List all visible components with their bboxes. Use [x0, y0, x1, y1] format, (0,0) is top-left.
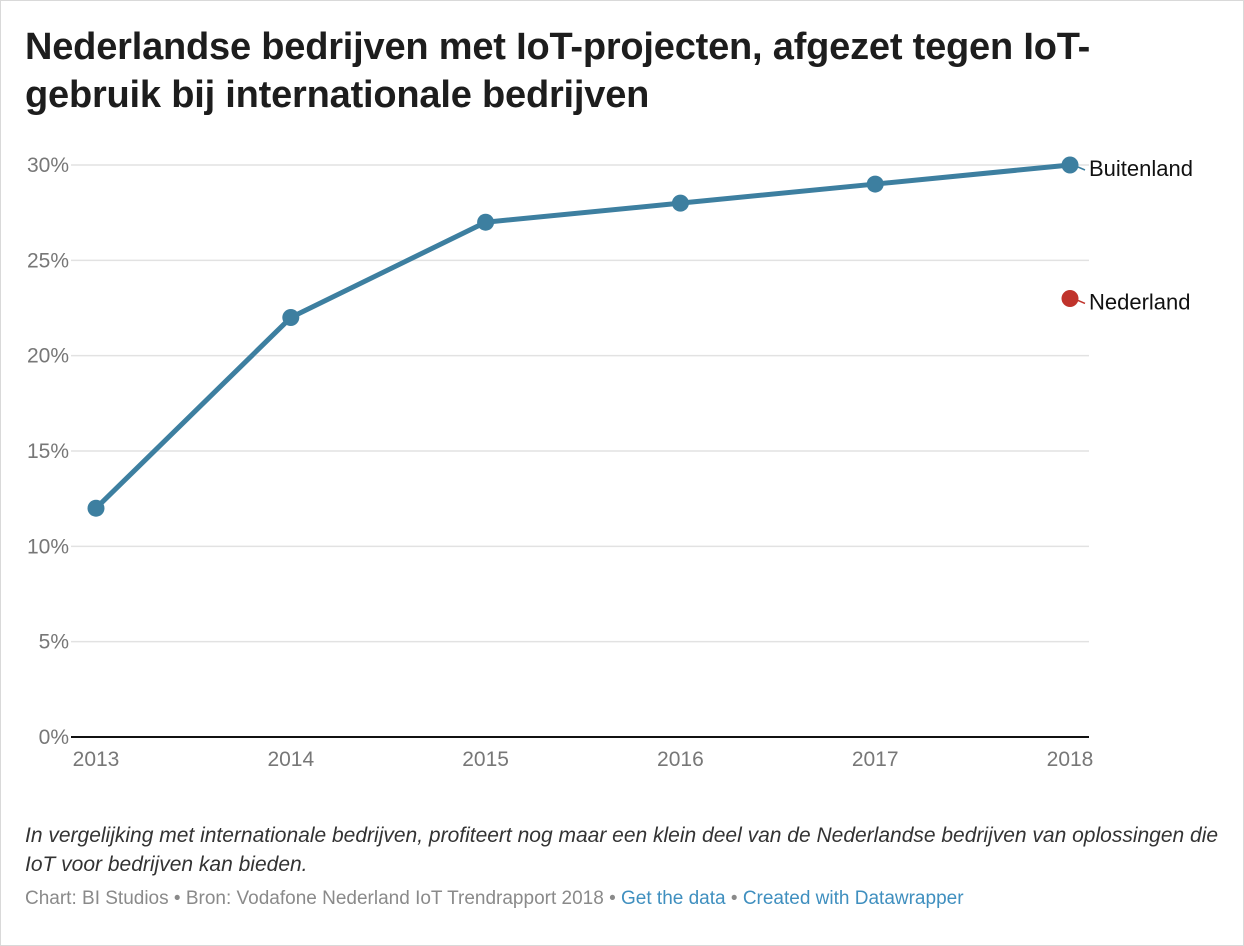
gridlines [71, 164, 1089, 738]
series-line [93, 162, 1073, 511]
chart-caption: In vergelijking met internationale bedri… [25, 824, 1219, 876]
series-label: Buitenland [1089, 156, 1193, 181]
data-point [1061, 156, 1079, 174]
y-tick-label: 15% [27, 440, 69, 463]
series-labels: Buitenland Nederland [1077, 156, 1193, 314]
y-tick-label: 5% [39, 631, 69, 654]
data-point [866, 175, 884, 193]
x-tick-label: 2015 [462, 748, 509, 771]
data-point [671, 194, 689, 212]
x-tick-label: 2018 [1047, 748, 1094, 771]
footer-source: Bron: Vodafone Nederland IoT Trendrappor… [185, 888, 604, 909]
x-tick-label: 2017 [852, 748, 899, 771]
y-tick-label: 30% [27, 154, 69, 177]
get-the-data-link[interactable]: Get the data [621, 888, 726, 909]
series-label-connector [1077, 166, 1086, 171]
line-chart: 0% 5% 10% 15% 20% 25% 30% 2013 2014 2015 2016 2017… [27, 154, 1193, 771]
data-point [282, 309, 300, 327]
series-layer [87, 156, 1079, 517]
data-point [87, 499, 105, 517]
chart-title: Nederlandse bedrijven met IoT-projecten,… [25, 26, 1091, 116]
footer-credit: Chart: BI Studios [25, 888, 169, 909]
y-tick-label: 0% [39, 726, 69, 749]
chart-footer: Chart: BI Studios • Bron: Vodafone Neder… [25, 888, 1225, 910]
x-tick-label: 2014 [267, 748, 314, 771]
y-axis-ticks: 0% 5% 10% 15% 20% 25% 30% [27, 154, 69, 749]
data-point [1061, 289, 1079, 307]
series-label: Nederland [1089, 289, 1191, 314]
series-label-connector [1077, 299, 1086, 305]
x-axis-ticks: 2013 2014 2015 2016 2017 2018 [73, 748, 1094, 771]
y-tick-label: 20% [27, 345, 69, 368]
y-tick-label: 10% [27, 535, 69, 558]
x-tick-label: 2013 [73, 748, 120, 771]
data-point [477, 213, 495, 231]
footer-separator: • [609, 888, 616, 909]
footer-separator: • [730, 888, 738, 909]
x-tick-label: 2016 [657, 748, 704, 771]
y-tick-label: 25% [27, 249, 69, 272]
footer-separator: • [173, 888, 181, 909]
created-with-datawrapper-link[interactable]: Created with Datawrapper [742, 888, 964, 909]
